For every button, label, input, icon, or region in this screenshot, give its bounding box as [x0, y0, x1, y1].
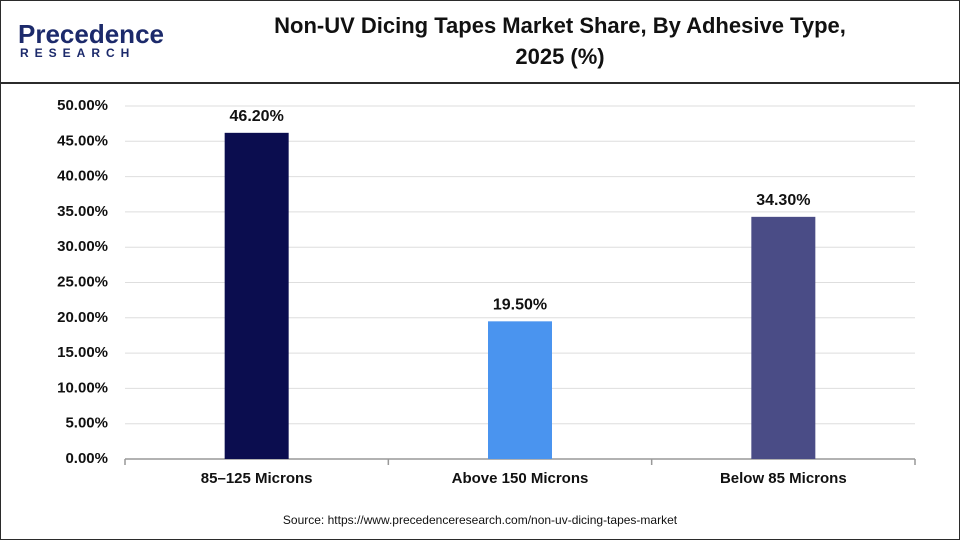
y-tick-label: 35.00% — [57, 203, 108, 220]
logo-sub: RESEARCH — [20, 46, 135, 60]
y-tick-label: 15.00% — [57, 344, 108, 361]
data-label: 34.30% — [756, 192, 810, 209]
y-tick-label: 30.00% — [57, 238, 108, 255]
y-tick-label: 0.00% — [65, 450, 108, 467]
y-tick-label: 5.00% — [65, 415, 108, 432]
chart-title: Non-UV Dicing Tapes Market Share, By Adh… — [274, 13, 846, 38]
data-label: 19.50% — [493, 297, 547, 314]
y-tick-label: 10.00% — [57, 379, 108, 396]
y-tick-label: 40.00% — [57, 168, 108, 185]
chart-title: 2025 (%) — [515, 44, 604, 69]
y-tick-label: 25.00% — [57, 273, 108, 290]
logo-name: Precedence — [18, 19, 164, 49]
data-label: 46.20% — [230, 108, 284, 125]
x-tick-label: Above 150 Microns — [452, 470, 589, 487]
bar — [751, 216, 816, 459]
bar — [224, 132, 289, 459]
bar — [488, 321, 552, 459]
x-tick-label: Below 85 Microns — [720, 470, 847, 487]
y-tick-label: 45.00% — [57, 132, 108, 149]
x-tick-label: 85–125 Microns — [201, 470, 313, 487]
y-tick-label: 20.00% — [57, 309, 108, 326]
source: Source: https://www.precedenceresearch.c… — [283, 513, 678, 527]
y-tick-label: 50.00% — [57, 97, 108, 114]
